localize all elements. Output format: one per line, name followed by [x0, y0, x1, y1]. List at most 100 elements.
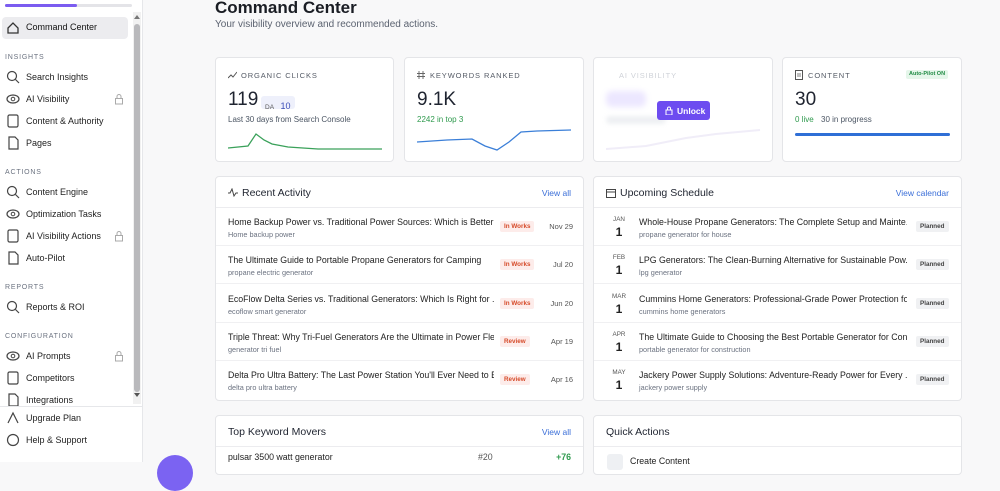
status-badge: Planned: [916, 374, 949, 386]
icon: [6, 433, 20, 447]
action-icon: [607, 454, 623, 470]
calendar-icon: [606, 189, 616, 198]
schedule-row[interactable]: FEB 1 LPG Generators: The Clean-Burning Al…: [594, 246, 961, 285]
blurred-value: [606, 91, 646, 107]
icon: [7, 411, 19, 424]
stat-note: 2242 in top 3: [417, 115, 464, 124]
nav-item[interactable]: Help & Support: [2, 429, 128, 451]
nav-label: AI Prompts: [26, 351, 71, 361]
nav-item[interactable]: Search Insights: [2, 66, 128, 88]
section-title: INSIGHTS: [5, 54, 45, 61]
nav-item[interactable]: AI Visibility Actions: [2, 225, 128, 247]
stat-card: ORGANIC CLICKS 119 DA 10 Last 30 days fr…: [215, 57, 394, 162]
divider: [594, 446, 961, 447]
sparkline: [417, 129, 572, 151]
doc-icon: [795, 70, 803, 80]
nav-item[interactable]: Content & Authority: [2, 110, 128, 132]
schedule-row[interactable]: MAR 1 Cummins Home Generators: Professiona…: [594, 285, 961, 323]
row-keyword: propane generator for house: [639, 230, 732, 239]
scroll-up[interactable]: [133, 13, 141, 21]
nav-item[interactable]: Pages: [2, 132, 128, 154]
view-calendar-link[interactable]: View calendar: [895, 188, 949, 198]
schedule-row[interactable]: MAY 1 Jackery Power Supply Solutions: Adve…: [594, 361, 961, 399]
view-all-link[interactable]: View all: [541, 188, 571, 198]
activity-row[interactable]: The Ultimate Guide to Portable Propane G…: [216, 246, 583, 285]
stat-note: Last 30 days from Search Console: [228, 115, 351, 124]
recent-activity-panel: Recent Activity View all Home Backup Pow…: [215, 176, 584, 401]
activity-row[interactable]: Delta Pro Ultra Battery: The Last Power …: [216, 361, 583, 399]
row-title: Whole-House Propane Generators: The Comp…: [639, 217, 907, 227]
row-keyword: generator tri fuel: [228, 344, 282, 354]
view-all-link[interactable]: View all: [541, 427, 571, 437]
status-badge: Planned: [916, 259, 949, 271]
nav-label: Competitors: [26, 373, 75, 383]
sidebar: Command Center INSIGHTS Search Insights AI…: [0, 0, 143, 462]
divider: [216, 207, 583, 208]
scrollbar-thumb[interactable]: [134, 24, 140, 392]
row-title: The Ultimate Guide to Portable Propane G…: [228, 255, 482, 266]
row-title: Jackery Power Supply Solutions: Adventur…: [639, 370, 907, 381]
icon: [7, 114, 19, 128]
nav-item[interactable]: Auto-Pilot: [2, 247, 128, 269]
nav-list: INSIGHTS Search Insights AI Visibility Cont…: [0, 40, 132, 406]
divider: [216, 446, 583, 447]
chat-launcher[interactable]: [157, 455, 193, 491]
page-title: Command Center: [215, 0, 357, 17]
divider: [594, 207, 961, 208]
icon: [6, 300, 20, 314]
scroll-down[interactable]: [133, 391, 141, 399]
status-badge: Planned: [916, 335, 949, 347]
row-keyword: propane electric generator: [228, 268, 314, 278]
panel-title: Top Keyword Movers: [228, 426, 327, 438]
status-badge: In Works: [500, 259, 535, 271]
row-keyword: jackery power supply: [639, 383, 708, 393]
nav-label: Command Center: [26, 22, 98, 32]
section-title: CONFIGURATION: [5, 333, 74, 340]
status-badge: In Works: [500, 221, 535, 232]
panel-title: Recent Activity: [242, 187, 311, 199]
day: 1: [615, 263, 623, 278]
stat-value: 9.1K: [417, 89, 457, 110]
month: FEB: [612, 254, 626, 262]
nav-item[interactable]: Content Engine: [2, 181, 128, 203]
row-title: LPG Generators: The Clean-Burning Altern…: [639, 255, 907, 266]
activity-row[interactable]: Triple Threat: Why Tri-Fuel Generators A…: [216, 323, 583, 361]
status-badge: Review: [500, 335, 530, 347]
nav-label: Upgrade Plan: [26, 413, 82, 423]
row-date: Apr 19: [550, 336, 573, 346]
nav-label: AI Visibility: [26, 94, 70, 104]
divider: [0, 406, 142, 407]
nav-item[interactable]: Upgrade Plan: [2, 407, 128, 429]
schedule-row[interactable]: JAN 1 Whole-House Propane Generators: The …: [594, 208, 961, 246]
autopilot-badge: Auto-Pilot ON: [906, 70, 949, 79]
schedule-row[interactable]: APR 1 The Ultimate Guide to Choosing the B…: [594, 323, 961, 361]
row-title: Delta Pro Ultra Battery: The Last Power …: [228, 370, 494, 381]
nav-item[interactable]: AI Prompts: [2, 345, 128, 367]
badge-value: 10: [280, 101, 291, 111]
row-keyword: ecoflow smart generator: [228, 306, 307, 316]
month: MAY: [612, 369, 626, 377]
nav-label: Auto-Pilot: [26, 253, 66, 263]
icon: [6, 209, 20, 219]
unlock-button[interactable]: Unlock: [657, 101, 710, 120]
activity-row[interactable]: EcoFlow Delta Series vs. Traditional Gen…: [216, 285, 583, 323]
nav-item[interactable]: Competitors: [2, 367, 128, 389]
stat-card: CONTENT Auto-Pilot ON 30 0 live 30 in pr…: [782, 57, 962, 162]
nav-item[interactable]: Optimization Tasks: [2, 203, 128, 225]
activity-row[interactable]: Home Backup Power vs. Traditional Power …: [216, 208, 583, 246]
row-keyword: portable generator for construction: [639, 344, 751, 354]
nav-label: Search Insights: [26, 72, 89, 82]
day: 1: [615, 301, 623, 316]
day: 1: [615, 339, 623, 354]
icon: [115, 94, 123, 105]
nav-item-active[interactable]: Command Center: [2, 17, 128, 39]
nav-item[interactable]: Reports & ROI: [2, 296, 128, 318]
progress-fill: [5, 4, 77, 7]
month: MAR: [612, 292, 626, 300]
nav-item[interactable]: AI Visibility: [2, 88, 128, 110]
live-count: 0 live: [795, 115, 814, 124]
keyword: pulsar 3500 watt generator: [228, 452, 333, 462]
nav-item[interactable]: Integrations: [2, 389, 128, 406]
panel-title: Quick Actions: [606, 426, 670, 438]
action-label[interactable]: Create Content: [630, 456, 690, 466]
